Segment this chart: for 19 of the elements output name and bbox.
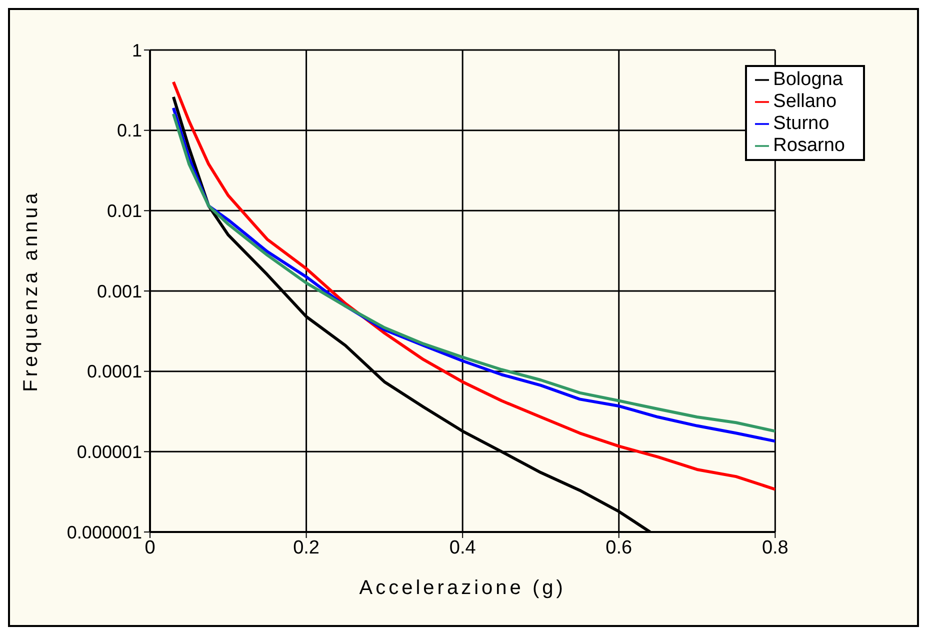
x-tick-label: 0.2	[293, 537, 320, 558]
x-axis-title: Accelerazione (g)	[359, 577, 566, 599]
y-tick-label: 0.01	[106, 201, 142, 222]
y-axis-title: Frequenza annua	[20, 190, 42, 392]
legend-label: Rosarno	[773, 135, 845, 156]
x-tick-label: 0.6	[606, 537, 632, 558]
y-tick-label: 0.000001	[66, 522, 142, 542]
y-tick-label: 1	[132, 40, 142, 60]
x-tick-label: 0.8	[762, 537, 788, 558]
y-tick-label: 0.00001	[76, 442, 142, 462]
line-series	[172, 80, 776, 491]
x-tick-label: 0	[144, 537, 156, 558]
legend-label: Bologna	[773, 69, 843, 90]
legend-label: Sellano	[773, 91, 837, 112]
y-tick-label: 0.001	[96, 281, 142, 302]
y-tick-label: 0.0001	[86, 362, 142, 382]
x-tick-label: 0.4	[449, 537, 476, 558]
legend-label: Sturno	[773, 113, 830, 134]
y-tick-label: 0.1	[116, 120, 142, 141]
